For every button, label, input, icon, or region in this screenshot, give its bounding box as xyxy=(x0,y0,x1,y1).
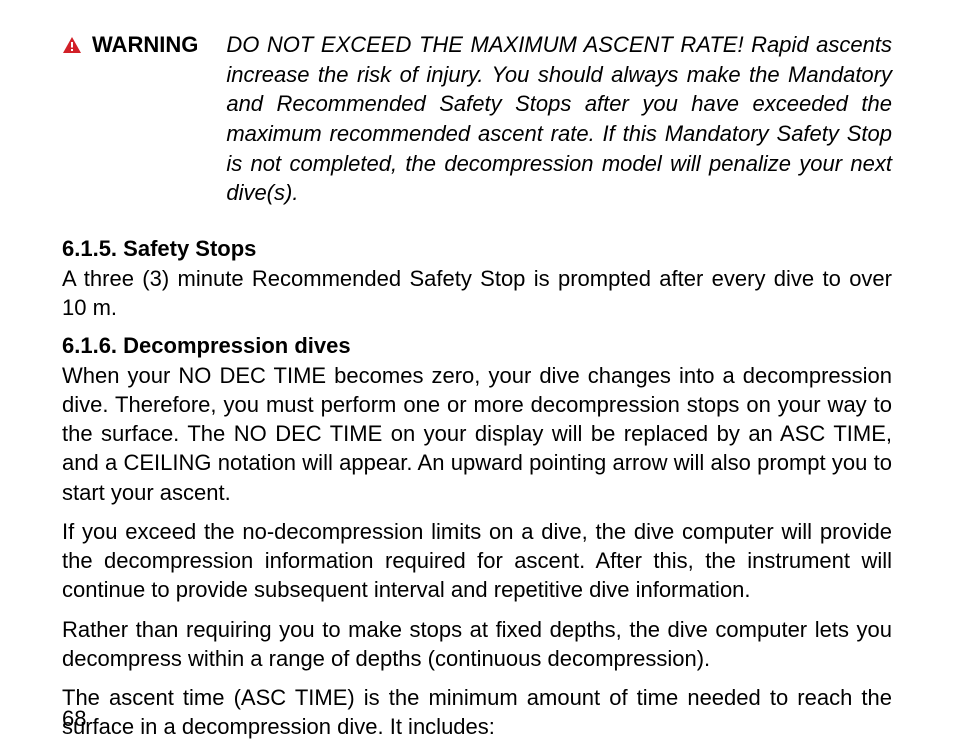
warning-label: WARNING xyxy=(92,32,198,58)
section-heading-decompression: 6.1.6. Decompression dives xyxy=(62,333,892,359)
warning-block: WARNING DO NOT EXCEED THE MAXIMUM ASCENT… xyxy=(62,30,892,208)
warning-triangle-icon xyxy=(62,36,82,54)
paragraph: A three (3) minute Recommended Safety St… xyxy=(62,264,892,323)
paragraph: If you exceed the no-decompression limit… xyxy=(62,517,892,605)
section-heading-safety-stops: 6.1.5. Safety Stops xyxy=(62,236,892,262)
paragraph: Rather than requiring you to make stops … xyxy=(62,615,892,674)
document-page: WARNING DO NOT EXCEED THE MAXIMUM ASCENT… xyxy=(0,0,954,756)
warning-left: WARNING xyxy=(62,30,226,58)
paragraph: The ascent time (ASC TIME) is the minimu… xyxy=(62,683,892,742)
page-number: 68 xyxy=(62,706,86,732)
paragraph: When your NO DEC TIME becomes zero, your… xyxy=(62,361,892,507)
warning-body-text: DO NOT EXCEED THE MAXIMUM ASCENT RATE! R… xyxy=(226,30,892,208)
